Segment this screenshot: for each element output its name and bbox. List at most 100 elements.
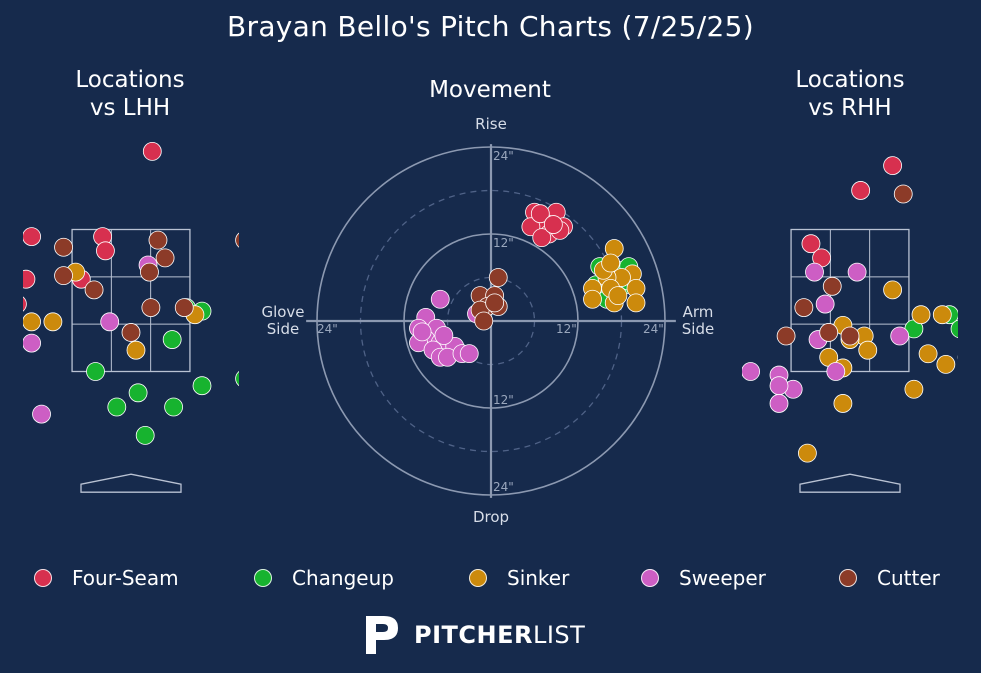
rhh-title-line1: Locations <box>795 67 905 93</box>
legend-item-changeup: Changeup <box>254 562 394 594</box>
lhh-changeup-point <box>135 425 155 445</box>
rhh-sweeper-point <box>699 394 717 412</box>
movement-sinker-point <box>626 293 646 313</box>
lhh-changeup-point <box>128 383 148 403</box>
rhh-sweeper-point <box>742 362 760 381</box>
lhh-cutter-point <box>54 266 73 286</box>
lhh-cutter-point <box>140 262 159 282</box>
movement-points <box>409 202 646 367</box>
lhh-four-seam-point <box>142 141 162 161</box>
rhh-sinker-point <box>932 305 952 325</box>
rhh-sweeper-point <box>826 362 846 381</box>
lhh-cutter-point <box>141 298 161 318</box>
lhh-cutter-point <box>148 230 168 250</box>
pitch-marks <box>0 141 981 463</box>
movement-four-seam-point <box>543 215 563 234</box>
rhh-cutter-point <box>794 298 814 318</box>
lhh-home-plate <box>80 473 182 493</box>
lhh-sinker-point <box>0 327 18 345</box>
lhh-changeup-point <box>164 397 184 417</box>
rhh-cutter-point <box>776 326 796 346</box>
lhh-changeup-point <box>86 362 105 381</box>
lhh-cutter-point <box>121 323 141 342</box>
rhh-four-seam-point <box>851 181 871 200</box>
lhh-cutter-point <box>257 221 275 239</box>
tick-24-left: 24" <box>317 322 338 336</box>
axis-drop-label: Drop <box>473 508 509 526</box>
rhh-sweeper-point <box>805 262 824 282</box>
rhh-sinker-point <box>883 280 902 300</box>
movement-sinker-point <box>608 286 628 306</box>
movement-sinker-point <box>601 253 621 273</box>
legend-item-sweeper: Sweeper <box>641 562 766 594</box>
lhh-cutter-point <box>235 232 239 248</box>
legend-marker-sinker <box>469 569 487 587</box>
rhh-changeup-point <box>950 319 958 339</box>
legend-marker-four-seam <box>34 569 52 587</box>
lhh-cutter-point <box>54 237 73 257</box>
lhh-changeup-point <box>162 330 182 349</box>
lhh-sweeper-point <box>100 312 120 332</box>
lhh-sweeper-point <box>0 313 12 331</box>
lhh-changeup-point <box>107 397 127 417</box>
rhh-sinker-point <box>911 305 931 325</box>
axis-arm-label-1: Arm <box>683 303 714 321</box>
rhh-sinker-point <box>918 344 938 364</box>
chart-title: Brayan Bello's Pitch Charts (7/25/25) <box>227 10 754 43</box>
rhh-cutter-point <box>822 276 842 296</box>
pitcherlist-logo: PITCHER LIST <box>362 612 585 658</box>
lhh-cutter-point <box>155 248 175 268</box>
rhh-sinker-point <box>858 340 878 360</box>
pitcherlist-mark-icon <box>366 616 398 654</box>
rhh-sinker-point <box>798 443 817 463</box>
lhh-cutter-point <box>174 298 194 318</box>
brand-text-bold: PITCHER <box>414 621 533 649</box>
rhh-sweeper-point <box>890 326 910 346</box>
movement-cutter-point <box>485 293 505 313</box>
legend-label-changeup: Changeup <box>292 566 394 590</box>
legend-item-four-seam: Four-Seam <box>34 562 179 594</box>
movement-sweeper-point <box>430 289 450 309</box>
rhh-cutter-point <box>840 326 860 346</box>
tick-12-bottom: 12" <box>493 393 514 407</box>
rhh-sinker-point <box>904 379 924 399</box>
lhh-sinker-point <box>23 312 41 332</box>
lhh-four-seam-point <box>250 284 268 302</box>
rhh-sinker-point <box>833 394 853 413</box>
tick-24-top: 24" <box>493 149 514 163</box>
tick-12-right: 12" <box>556 322 577 336</box>
rhh-title-line2: vs RHH <box>808 95 892 121</box>
lhh-changeup-point <box>246 284 264 302</box>
lhh-four-seam-point <box>23 269 36 289</box>
lhh-points <box>0 141 275 445</box>
movement-four-seam-point <box>532 228 552 248</box>
lhh-sweeper-point <box>32 404 51 424</box>
tick-24-right: 24" <box>643 322 664 336</box>
lhh-cutter-point <box>84 280 104 300</box>
legend-marker-cutter <box>839 569 857 587</box>
axis-rise-label: Rise <box>475 115 507 133</box>
lhh-zone-frame <box>71 228 191 493</box>
rhh-sweeper-point <box>847 262 867 282</box>
legend-label-cutter: Cutter <box>877 566 940 590</box>
lhh-panel-title: Locations vs LHH <box>30 66 230 122</box>
axis-glove-label-1: Glove <box>261 303 304 321</box>
movement-panel-title: Movement <box>429 77 551 103</box>
rhh-sweeper-point <box>965 274 981 292</box>
movement-cutter-point <box>474 311 494 331</box>
tick-24-bottom: 24" <box>493 480 514 494</box>
legend-label-sweeper: Sweeper <box>679 566 766 590</box>
rhh-sinker-point <box>936 354 956 374</box>
lhh-changeup-point <box>235 371 239 387</box>
rhh-four-seam-point <box>883 156 902 176</box>
lhh-sinker-point <box>43 312 63 332</box>
lhh-title-line2: vs LHH <box>89 95 171 121</box>
movement-sweeper-point <box>459 344 479 364</box>
axis-arm-label-2: Side <box>682 320 714 338</box>
lhh-four-seam-point <box>23 227 41 246</box>
movement-sinker-point <box>583 289 602 309</box>
lhh-sinker-point <box>126 340 146 360</box>
legend-label-four-seam: Four-Seam <box>72 566 179 590</box>
axis-glove-label-2: Side <box>267 320 299 338</box>
